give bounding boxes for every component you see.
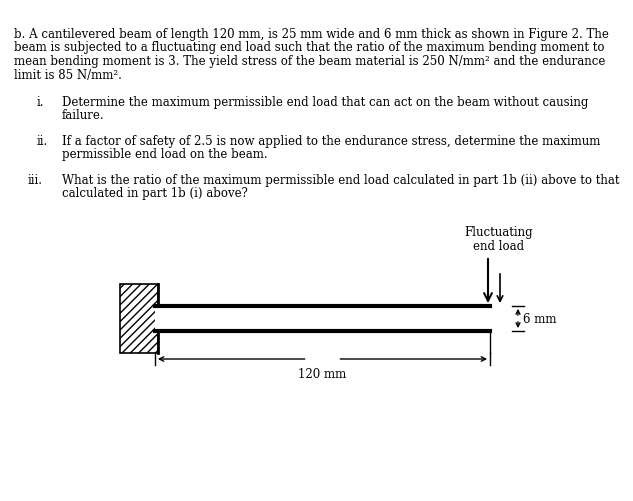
- Text: Determine the maximum permissible end load that can act on the beam without caus: Determine the maximum permissible end lo…: [62, 96, 589, 109]
- Bar: [155, 307, 490, 331]
- Text: If a factor of safety of 2.5 is now applied to the endurance stress, determine t: If a factor of safety of 2.5 is now appl…: [62, 135, 601, 148]
- Text: Fluctuating: Fluctuating: [465, 225, 534, 238]
- Text: permissible end load on the beam.: permissible end load on the beam.: [62, 148, 268, 161]
- Text: mean bending moment is 3. The yield stress of the beam material is 250 N/mm² and: mean bending moment is 3. The yield stre…: [14, 55, 605, 68]
- Text: limit is 85 N/mm².: limit is 85 N/mm².: [14, 68, 122, 81]
- Text: failure.: failure.: [62, 109, 104, 122]
- Text: iii.: iii.: [28, 174, 43, 187]
- Text: ii.: ii.: [37, 135, 48, 148]
- Text: 120 mm: 120 mm: [298, 367, 347, 380]
- Text: 6 mm: 6 mm: [523, 313, 556, 325]
- Text: calculated in part 1b (i) above?: calculated in part 1b (i) above?: [62, 187, 248, 200]
- Text: i.: i.: [37, 96, 44, 109]
- Text: beam is subjected to a fluctuating end load such that the ratio of the maximum b: beam is subjected to a fluctuating end l…: [14, 42, 605, 55]
- Text: end load: end load: [473, 239, 525, 253]
- Text: What is the ratio of the maximum permissible end load calculated in part 1b (ii): What is the ratio of the maximum permiss…: [62, 174, 620, 187]
- Bar: [120, 285, 158, 353]
- Text: b. A cantilevered beam of length 120 mm, is 25 mm wide and 6 mm thick as shown i: b. A cantilevered beam of length 120 mm,…: [14, 28, 609, 41]
